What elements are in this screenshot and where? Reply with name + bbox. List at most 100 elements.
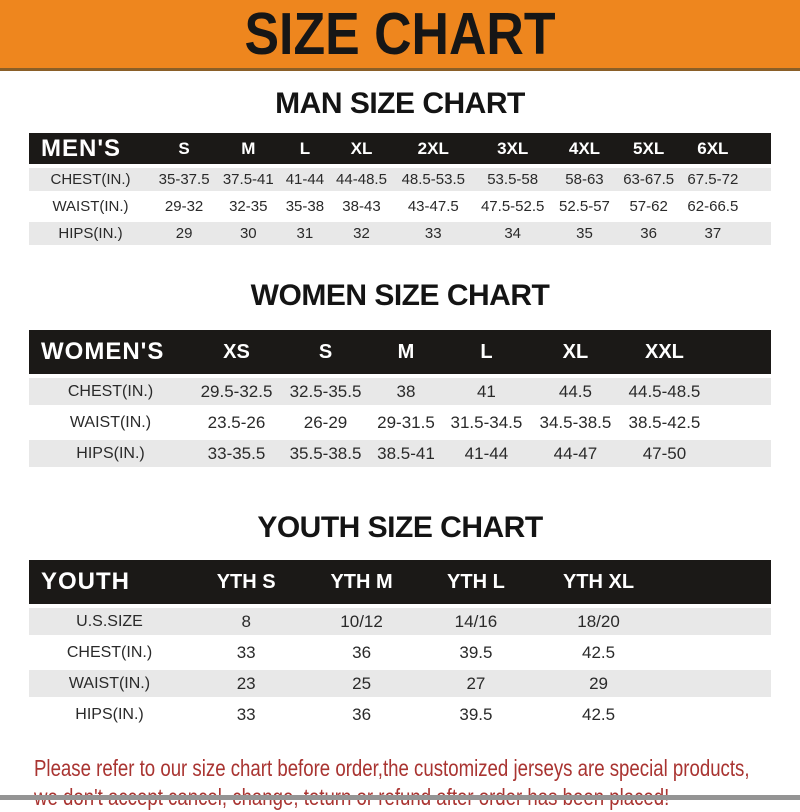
table-row: CHEST(IN.) 29.5-32.5 32.5-35.5 38 41 44.5 44.5…	[29, 378, 771, 405]
filler-cell	[666, 608, 771, 635]
size-cell: 29	[152, 222, 217, 245]
row-label: CHEST(IN.)	[29, 168, 152, 191]
size-cell: 52.5-57	[552, 195, 617, 218]
size-cell: 23.5-26	[192, 409, 281, 436]
size-cell: 32-35	[216, 195, 281, 218]
filler-cell	[666, 560, 771, 604]
men-table: MEN'S S M L XL 2XL 3XL 4XL 5XL 6XL CHEST(IN.) 35-37…	[29, 129, 771, 249]
col-header: S	[152, 133, 217, 164]
size-cell: 33	[190, 701, 303, 728]
row-label: HIPS(IN.)	[29, 701, 190, 728]
col-header: 6XL	[680, 133, 745, 164]
header-row: MEN'S S M L XL 2XL 3XL 4XL 5XL 6XL	[29, 133, 771, 164]
section-heading-women: WOMEN SIZE CHART	[250, 279, 550, 312]
table-row: CHEST(IN.) 35-37.5 37.5-41 41-44 44-48.5 48.5…	[29, 168, 771, 191]
size-cell: 14/16	[420, 608, 532, 635]
filler-cell	[709, 409, 771, 436]
col-header: YTH S	[190, 560, 303, 604]
table-row: HIPS(IN.) 33 36 39.5 42.5	[29, 701, 771, 728]
size-cell: 44-48.5	[329, 168, 394, 191]
women-size-table: WOMEN'S XS S M L XL XXL CHEST(IN.) 29.5-32.5 32.5…	[0, 326, 800, 471]
col-header: S	[281, 330, 370, 374]
size-cell: 29.5-32.5	[192, 378, 281, 405]
size-cell: 29-31.5	[370, 409, 442, 436]
table-row: WAIST(IN.) 29-32 32-35 35-38 38-43 43-47.5 47.…	[29, 195, 771, 218]
size-cell: 44-47	[530, 440, 620, 467]
filler-cell	[709, 378, 771, 405]
col-header: 3XL	[472, 133, 553, 164]
youth-corner-label: YOUTH	[29, 560, 190, 604]
col-header: XS	[192, 330, 281, 374]
col-header: YTH XL	[531, 560, 666, 604]
filler-cell	[745, 133, 771, 164]
size-cell: 8	[190, 608, 303, 635]
table-row: CHEST(IN.) 33 36 39.5 42.5	[29, 639, 771, 666]
size-cell: 33	[393, 222, 473, 245]
size-cell: 38.5-42.5	[619, 409, 709, 436]
size-cell: 36	[302, 701, 421, 728]
size-cell: 23	[190, 670, 303, 697]
filler-cell	[666, 670, 771, 697]
size-cell: 57-62	[616, 195, 681, 218]
col-header: YTH L	[420, 560, 532, 604]
size-cell: 44.5-48.5	[619, 378, 709, 405]
table-row: WAIST(IN.) 23.5-26 26-29 29-31.5 31.5-34.5 34…	[29, 409, 771, 436]
col-header: L	[280, 133, 330, 164]
table-row: HIPS(IN.) 33-35.5 35.5-38.5 38.5-41 41-44 44-…	[29, 440, 771, 467]
size-cell: 38-43	[329, 195, 394, 218]
header-row: WOMEN'S XS S M L XL XXL	[29, 330, 771, 374]
size-cell: 32	[329, 222, 394, 245]
col-header: 2XL	[393, 133, 473, 164]
footer-note: Please refer to our size chart before or…	[0, 754, 800, 812]
size-cell: 26-29	[281, 409, 370, 436]
size-cell: 39.5	[420, 639, 532, 666]
filler-cell	[666, 701, 771, 728]
row-label: HIPS(IN.)	[29, 222, 152, 245]
bottom-border-strip	[0, 795, 800, 800]
size-cell: 38.5-41	[370, 440, 442, 467]
row-label: U.S.SIZE	[29, 608, 190, 635]
col-header: M	[370, 330, 442, 374]
youth-table: YOUTH YTH S YTH M YTH L YTH XL U.S.SIZE 8 10/12…	[29, 556, 771, 732]
col-header: 4XL	[552, 133, 617, 164]
women-corner-label: WOMEN'S	[29, 330, 192, 374]
row-label: CHEST(IN.)	[29, 378, 192, 405]
size-cell: 37	[680, 222, 745, 245]
youth-size-table: YOUTH YTH S YTH M YTH L YTH XL U.S.SIZE 8 10/12…	[0, 556, 800, 732]
filler-cell	[709, 440, 771, 467]
col-header: 5XL	[616, 133, 681, 164]
size-cell: 41-44	[441, 440, 531, 467]
size-cell: 47-50	[619, 440, 709, 467]
banner: SIZE CHART	[0, 0, 800, 71]
size-cell: 43-47.5	[393, 195, 473, 218]
size-cell: 48.5-53.5	[393, 168, 473, 191]
size-cell: 62-66.5	[680, 195, 745, 218]
size-cell: 31.5-34.5	[441, 409, 531, 436]
men-size-table: MEN'S S M L XL 2XL 3XL 4XL 5XL 6XL CHEST(IN.) 35-37…	[0, 129, 800, 249]
header-row: YOUTH YTH S YTH M YTH L YTH XL	[29, 560, 771, 604]
size-cell: 41	[441, 378, 531, 405]
size-cell: 27	[420, 670, 532, 697]
size-cell: 42.5	[531, 701, 666, 728]
size-cell: 63-67.5	[616, 168, 681, 191]
size-cell: 39.5	[420, 701, 532, 728]
size-cell: 58-63	[552, 168, 617, 191]
size-cell: 29-32	[152, 195, 217, 218]
table-row: WAIST(IN.) 23 25 27 29	[29, 670, 771, 697]
size-cell: 34.5-38.5	[530, 409, 620, 436]
size-cell: 33-35.5	[192, 440, 281, 467]
size-cell: 25	[302, 670, 421, 697]
size-cell: 10/12	[302, 608, 421, 635]
col-header: L	[441, 330, 531, 374]
filler-cell	[709, 330, 771, 374]
size-cell: 67.5-72	[680, 168, 745, 191]
filler-cell	[745, 222, 771, 245]
size-cell: 35-38	[280, 195, 330, 218]
section-heading-man: MAN SIZE CHART	[275, 87, 525, 120]
size-cell: 35	[552, 222, 617, 245]
size-cell: 31	[280, 222, 330, 245]
size-cell: 38	[370, 378, 442, 405]
size-cell: 41-44	[280, 168, 330, 191]
filler-cell	[745, 195, 771, 218]
size-cell: 36	[616, 222, 681, 245]
